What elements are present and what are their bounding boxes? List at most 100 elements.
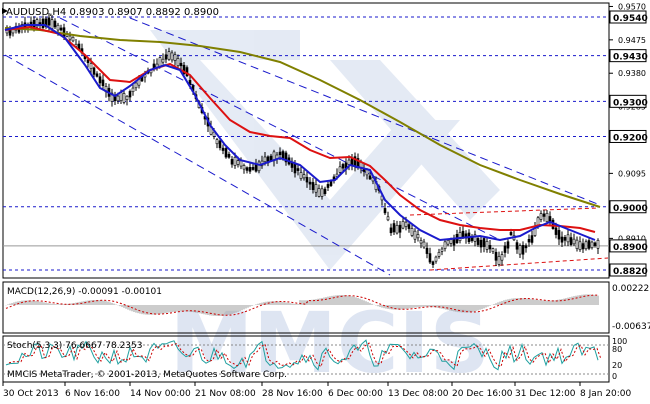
candle-body xyxy=(329,180,333,186)
candle-body xyxy=(386,216,390,221)
candle-body xyxy=(68,35,72,40)
candle-body xyxy=(35,19,39,28)
stoch-signal-line xyxy=(8,342,602,368)
macd-tick-bottom: -0.00637 xyxy=(612,322,650,332)
candle-body xyxy=(161,58,165,63)
candle-body xyxy=(308,181,312,185)
candle-body xyxy=(569,237,573,245)
price-level-label: 0.9430 xyxy=(613,53,648,63)
candle-body xyxy=(563,237,567,241)
time-tick-label: 21 Nov 08:00 xyxy=(195,389,256,399)
candle-body xyxy=(302,174,306,179)
candle-body xyxy=(458,232,462,241)
candle-body xyxy=(557,230,561,240)
candle-body xyxy=(425,247,429,254)
stoch-tick-20: 20 xyxy=(612,361,622,370)
candle-body xyxy=(416,234,420,239)
time-axis: 30 Oct 2013 6 Nov 16:00 14 Nov 00:00 21 Nov… xyxy=(2,382,632,399)
candle-body xyxy=(53,20,57,28)
candle-body xyxy=(491,248,495,252)
candle-body xyxy=(317,188,321,197)
trend-channel xyxy=(4,17,601,276)
candle-body xyxy=(347,159,351,165)
copyright-text: MMCIS MetaTrader, © 2001-2013, MetaQuote… xyxy=(7,370,287,380)
price-tick-label: 0.9570 xyxy=(618,2,646,11)
stoch-label: Stoch(5,3,3) 76.6667 78.2353 xyxy=(7,341,142,351)
candle-body xyxy=(428,253,432,263)
price-level-label: 0.8820 xyxy=(613,267,648,277)
candle-body xyxy=(398,224,402,233)
candle-body xyxy=(47,17,51,26)
price-level-label: 0.9000 xyxy=(613,204,648,214)
candle-body xyxy=(581,243,585,250)
current-price-box xyxy=(609,239,647,253)
candle-body xyxy=(215,139,219,145)
triangle-lines xyxy=(409,207,609,271)
stoch-panel[interactable] xyxy=(2,335,610,383)
stoch-tick-0: 0 xyxy=(612,372,617,381)
macd-panel[interactable] xyxy=(2,281,610,334)
ma-mid-line xyxy=(4,25,596,233)
candle-body xyxy=(116,95,120,102)
candle-body xyxy=(479,239,483,248)
candle-body xyxy=(545,213,549,222)
watermark-text: MMCIS xyxy=(170,294,491,392)
candle-body xyxy=(239,160,243,167)
candle-body xyxy=(326,184,330,188)
candle-body xyxy=(182,64,186,74)
candle-body xyxy=(110,92,114,102)
title-arrow-icon xyxy=(2,8,8,14)
ma-slow-line xyxy=(4,27,601,208)
candle-body xyxy=(494,251,498,261)
candle-body xyxy=(413,230,417,240)
candle-body xyxy=(236,160,240,165)
candle-body xyxy=(293,164,297,174)
time-tick-label: 30 Oct 2013 xyxy=(3,389,59,399)
candle-body xyxy=(410,228,414,236)
symbol-title: AUDUSD,H4 0.8903 0.8907 0.8892 0.8900 xyxy=(6,7,219,18)
candle-body xyxy=(596,240,600,249)
candle-body xyxy=(98,76,102,84)
candle-body xyxy=(518,245,522,255)
macd-label: MACD(12,26,9) -0.00091 -0.00101 xyxy=(7,287,162,297)
candle-body xyxy=(521,245,525,255)
candle-body xyxy=(470,237,474,242)
candle-body xyxy=(419,240,423,244)
candle-body xyxy=(71,36,75,42)
time-tick-label: 6 Dec 00:00 xyxy=(328,389,383,399)
candle-body xyxy=(86,59,90,64)
candle-body xyxy=(566,234,570,243)
candle-body xyxy=(8,29,12,36)
candle-body xyxy=(176,58,180,67)
candle-body xyxy=(278,151,282,156)
candle-body xyxy=(230,159,234,165)
main-panel[interactable] xyxy=(2,2,610,279)
candle-body xyxy=(125,95,129,100)
candle-body xyxy=(122,93,126,103)
candle-body xyxy=(401,221,405,229)
candle-body xyxy=(119,92,123,101)
time-tick-label: 14 Nov 00:00 xyxy=(130,389,191,399)
candle-body xyxy=(224,148,228,158)
candle-body xyxy=(482,238,486,247)
candle-body xyxy=(434,256,438,262)
candle-body xyxy=(539,213,543,220)
candle-body xyxy=(476,238,480,245)
candle-body xyxy=(305,177,309,183)
macd-tick-top: 0.00222 xyxy=(612,284,649,294)
watermark-logo xyxy=(150,30,500,270)
candle-body xyxy=(248,167,252,172)
time-tick-label: 31 Dec 12:00 xyxy=(515,389,576,399)
candle-body xyxy=(473,234,477,242)
price-tick-label: 0.9475 xyxy=(618,36,646,45)
price-tick-label: 0.9380 xyxy=(618,69,646,78)
stoch-tick-80: 80 xyxy=(612,345,622,354)
time-tick-label: 8 Jan 20:00 xyxy=(580,389,632,399)
macd-signal-line xyxy=(5,294,599,316)
candle-body xyxy=(437,252,441,257)
candle-body xyxy=(572,238,576,245)
candle-body xyxy=(338,166,342,173)
time-tick-label: 20 Dec 16:00 xyxy=(452,389,513,399)
candle-body xyxy=(281,151,285,159)
